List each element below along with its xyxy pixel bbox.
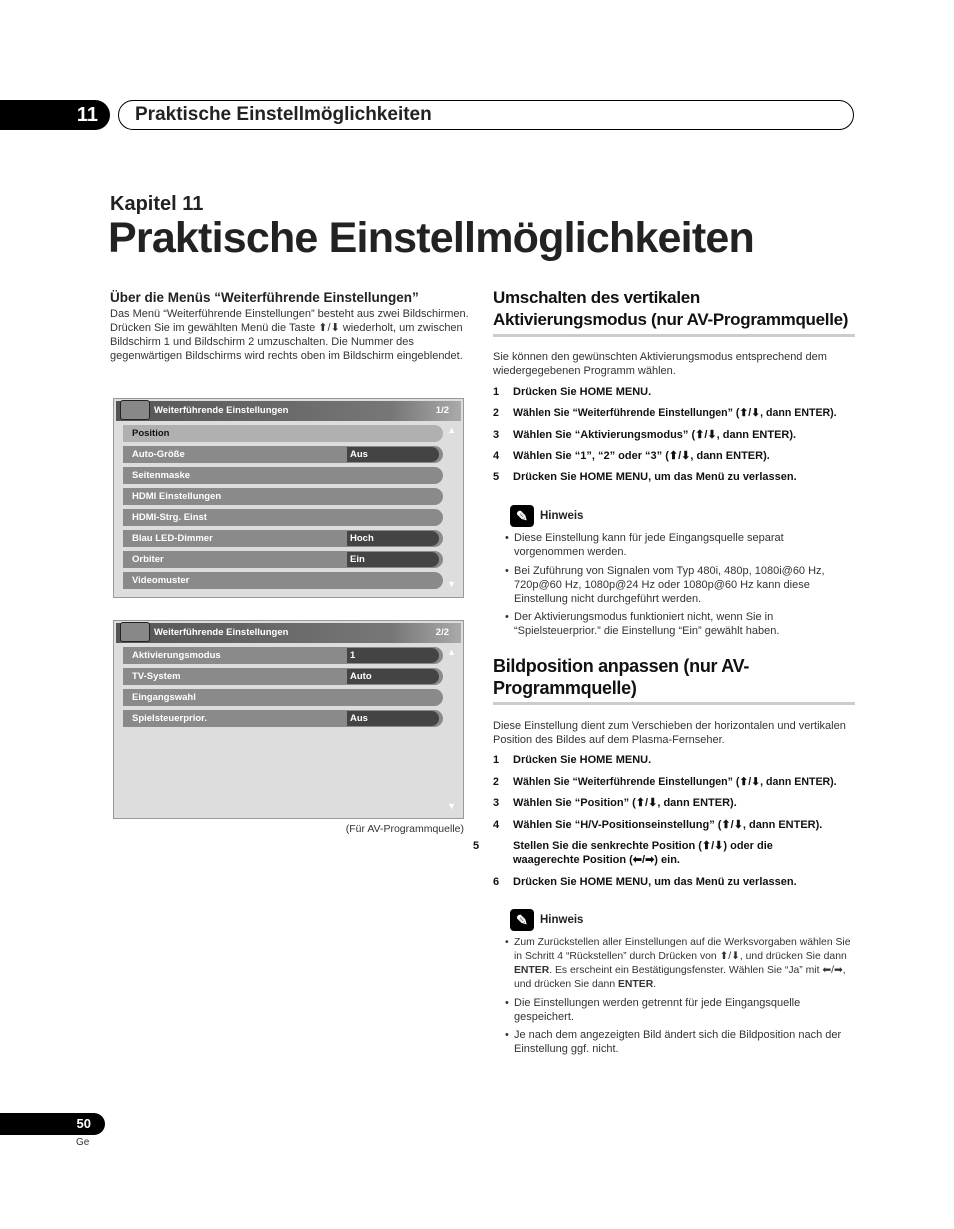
note-item: Bei Zuführung von Signalen vom Typ 480i,… xyxy=(505,564,855,606)
scroll-up-icon: ▲ xyxy=(447,425,456,435)
step: 1 Drücken Sie HOME MENU. xyxy=(493,386,652,398)
note-heading: ✎ Hinweis xyxy=(510,909,583,931)
menu-value: Hoch xyxy=(347,531,439,546)
menu-title: Weiterführende Einstellungen xyxy=(154,627,289,638)
section-intro: Diese Einstellung dient zum Verschieben … xyxy=(493,720,846,746)
menu-value: Aus xyxy=(347,447,439,462)
language-code: Ge xyxy=(76,1137,90,1148)
chapter-number-tab: 11 xyxy=(0,100,110,130)
step: 3 Wählen Sie “Aktivierungsmodus” (⬆/⬇, da… xyxy=(493,429,797,441)
note-item: Die Einstellungen werden getrennt für je… xyxy=(505,996,855,1024)
menu-row: HDMI Einstellungen xyxy=(123,488,443,505)
menu-value: 1 xyxy=(347,648,439,663)
camera-icon xyxy=(120,400,150,420)
note-item: Diese Einstellung kann für jede Eingangs… xyxy=(505,531,855,559)
camera-icon xyxy=(120,622,150,642)
menu-row: Aktivierungsmodus 1 xyxy=(123,647,443,664)
menu-value: Aus xyxy=(347,711,439,726)
menu-page: 2/2 xyxy=(435,627,449,638)
menu-row: Seitenmaske xyxy=(123,467,443,484)
menu-value: Ein xyxy=(347,552,439,567)
scroll-down-icon: ▼ xyxy=(447,579,456,589)
chapter-label: Kapitel 11 xyxy=(110,193,204,215)
left-text: Das Menü “Weiterführende Einstellungen” … xyxy=(110,308,469,362)
menu-row: Eingangswahl xyxy=(123,689,443,706)
step: 2 Wählen Sie “Weiterführende Einstellunge… xyxy=(493,407,837,419)
menu-row: Auto-Größe Aus xyxy=(123,446,443,463)
step: 4 Wählen Sie “H/V-Positionseinstellung” (… xyxy=(493,819,823,831)
step: 3 Wählen Sie “Position” (⬆/⬇, dann ENTER)… xyxy=(493,797,737,809)
section-heading: Umschalten des vertikalen Aktivierungsmo… xyxy=(493,287,855,337)
menu-row: Spielsteuerprior. Aus xyxy=(123,710,443,727)
pencil-icon: ✎ xyxy=(510,505,534,527)
menu-row: Blau LED-Dimmer Hoch xyxy=(123,530,443,547)
step: 6 Drücken Sie HOME MENU, um das Menü zu v… xyxy=(493,876,797,888)
menu-title: Weiterführende Einstellungen xyxy=(154,405,289,416)
scroll-down-icon: ▼ xyxy=(447,801,456,811)
section-heading: Bildposition anpassen (nur AV-Programmqu… xyxy=(493,655,855,705)
note-item: Je nach dem angezeigten Bild ändert sich… xyxy=(505,1028,855,1056)
menu-row: Orbiter Ein xyxy=(123,551,443,568)
note-item: Zum Zurückstellen aller Einstellungen au… xyxy=(505,936,855,992)
note-heading: ✎ Hinweis xyxy=(510,505,583,527)
section-intro: Sie können den gewünschten Aktivierungsm… xyxy=(493,351,827,377)
menu-row: Videomuster xyxy=(123,572,443,589)
menu-row: HDMI-Strg. Einst xyxy=(123,509,443,526)
step: 2 Wählen Sie “Weiterführende Einstellunge… xyxy=(493,776,837,788)
step: 1 Drücken Sie HOME MENU. xyxy=(493,754,652,766)
step: 4 Wählen Sie “1”, “2” oder “3” (⬆/⬇, dann… xyxy=(493,450,770,462)
menu-row: Position xyxy=(123,425,443,442)
menu-value: Auto xyxy=(347,669,439,684)
left-heading: Über die Menüs “Weiterführende Einstellu… xyxy=(110,290,419,305)
pencil-icon: ✎ xyxy=(510,909,534,931)
page-title: Praktische Einstellmöglichkeiten xyxy=(108,214,755,262)
note-item: Der Aktivierungsmodus funktioniert nicht… xyxy=(505,610,855,638)
menu-page: 1/2 xyxy=(435,405,449,416)
scroll-up-icon: ▲ xyxy=(447,647,456,657)
step: 5 Drücken Sie HOME MENU, um das Menü zu v… xyxy=(493,471,797,483)
menu-caption: (Für AV-Programmquelle) xyxy=(345,823,464,835)
menu-row: TV-System Auto xyxy=(123,668,443,685)
menu-screen-2: Weiterführende Einstellungen 2/2 ▲ ▼ Akti… xyxy=(113,620,464,819)
menu-screen-1: Weiterführende Einstellungen 1/2 ▲ ▼ Posi… xyxy=(113,398,464,598)
step: 5 Stellen Sie die senkrechte Position (⬆/… xyxy=(473,840,773,866)
running-header: Praktische Einstellmöglichkeiten xyxy=(118,100,854,130)
page-number: 50 xyxy=(0,1113,105,1135)
